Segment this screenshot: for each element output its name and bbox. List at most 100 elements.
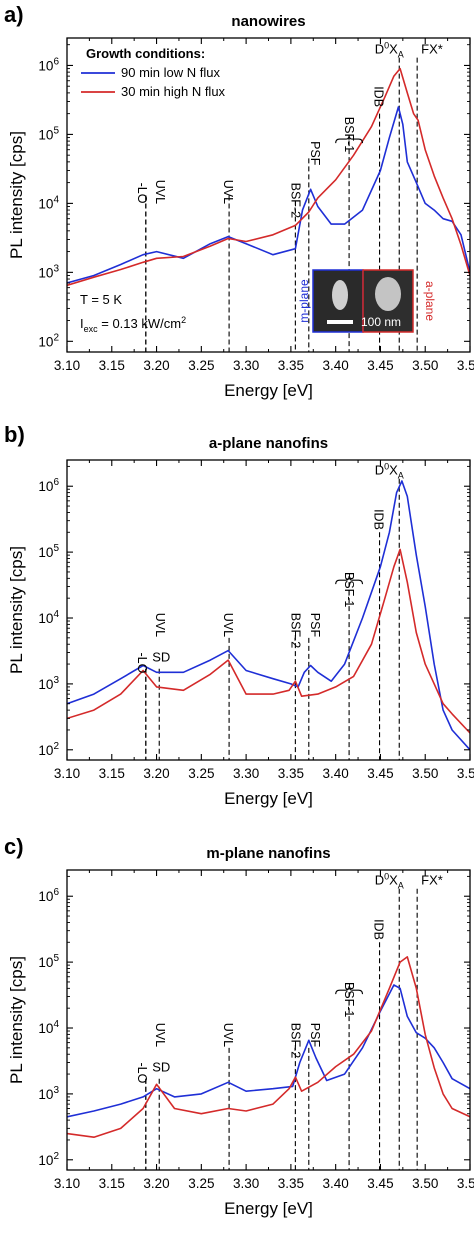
x-tick-label: 3.45 [367,358,393,373]
y-axis-label: PL intensity [cps] [7,956,26,1084]
marker-label: BSF-2 [288,183,302,218]
y-tick-label: 106 [38,887,59,904]
x-tick-label: 3.45 [367,1176,393,1191]
marker-label: BSF-2 [288,1023,302,1058]
x-tick-label: 3.35 [278,766,304,781]
marker-label-d0xa: D0XA [375,462,404,481]
x-tick-label: 3.10 [54,358,80,373]
panel-title: a-plane nanofins [209,435,328,452]
marker-label: IDB [372,919,386,940]
legend-entry: 30 min high N flux [121,84,226,99]
panel-b: b) a-plane nanofins -LO UVL SD UVL BSF-2 PSF BSF… [4,422,474,808]
inset-label-a-plane: a-plane [423,281,437,321]
x-tick-label: 3.40 [323,1176,349,1191]
x-tick-label: 3.15 [99,358,125,373]
y-tick-label: 102 [38,332,59,349]
y-tick-label: 102 [38,1151,59,1168]
y-tick-label: 103 [38,1085,59,1102]
y-tick-label: 104 [38,609,59,626]
x-axis-label: Energy [eV] [224,1199,313,1218]
marker-label-d0xa: D0XA [375,40,404,59]
bsf1-brace [335,135,364,144]
temperature-annotation: T = 5 K [80,292,122,307]
marker-label: -LO [135,1062,149,1083]
y-tick-label: 103 [38,263,59,280]
panel-title: m-plane nanofins [206,845,330,862]
y-tick-label: 103 [38,675,59,692]
x-tick-label: 3.50 [412,766,438,781]
sem-inset: 100 nm m-plane a-plane [297,269,437,333]
panel-c: c) m-plane nanofins -LO UVL SD UVL BSF-2 PSF BSF… [4,834,474,1218]
marker-label: UVL [153,1023,167,1047]
x-tick-label: 3.25 [188,766,214,781]
x-tick-label: 3.55 [457,1176,474,1191]
x-tick-label: 3.30 [233,1176,259,1191]
x-tick-label: 3.25 [188,1176,214,1191]
x-tick-label: 3.20 [143,766,169,781]
x-tick-label: 3.25 [188,358,214,373]
y-tick-label: 102 [38,741,59,758]
marker-label: BSF-1 [342,572,356,607]
x-tick-label: 3.55 [457,358,474,373]
legend-title: Growth conditions: [86,46,205,61]
series-line-blue [67,984,470,1118]
x-tick-label: 3.50 [412,358,438,373]
series-line-blue [67,106,470,284]
x-axis-label: Energy [eV] [224,381,313,400]
y-tick-label: 105 [38,125,59,142]
marker-label: SD [152,649,170,664]
marker-label: PSF [308,613,322,638]
marker-label: FX* [421,41,443,56]
inset-label-m-plane: m-plane [297,279,311,323]
y-axis-label: PL intensity [cps] [7,131,26,259]
x-tick-label: 3.35 [278,358,304,373]
x-tick-label: 3.40 [323,766,349,781]
marker-label: UVL [221,1023,235,1047]
legend-entry: 90 min low N flux [121,65,220,80]
series-line-blue [67,480,470,751]
y-tick-label: 106 [38,477,59,494]
marker-label: BSF-2 [288,613,302,648]
inset-scalebar-label: 100 nm [361,315,401,329]
y-tick-label: 106 [38,56,59,73]
plot-frame [66,459,471,761]
series-line-red [67,548,470,734]
marker-label: IDB [372,86,386,107]
marker-label: UVL [153,613,167,637]
x-tick-label: 3.35 [278,1176,304,1191]
marker-label-d0xa: D0XA [375,872,404,891]
y-tick-label: 104 [38,194,59,211]
x-tick-label: 3.15 [99,766,125,781]
inset-nanowire-m [332,280,348,310]
marker-label: PSF [308,141,322,166]
series-line-red [67,956,470,1138]
marker-label: -LO [135,652,149,673]
y-tick-label: 105 [38,543,59,560]
y-axis-label: PL intensity [cps] [7,546,26,674]
panel-letter: c) [4,834,24,859]
x-tick-label: 3.50 [412,1176,438,1191]
panel-letter: b) [4,422,25,447]
x-tick-label: 3.55 [457,766,474,781]
excitation-annotation: Iexc = 0.13 kW/cm2 [80,315,186,334]
x-tick-label: 3.30 [233,358,259,373]
x-tick-label: 3.20 [143,358,169,373]
marker-label: UVL [153,180,167,204]
panel-letter: a) [4,2,24,27]
x-tick-label: 3.20 [143,1176,169,1191]
marker-label: UVL [221,613,235,637]
y-tick-label: 104 [38,1019,59,1036]
panel-a: a) nanowires -LO UVL UVL BSF-2 PSF BSF-1 IDB D0XA… [4,2,474,400]
marker-label: IDB [372,509,386,530]
marker-label: BSF-1 [342,982,356,1017]
marker-label: FX* [421,873,443,888]
marker-label: BSF-1 [342,117,356,152]
marker-label: -LO [135,183,149,204]
series-line-red [67,67,470,287]
marker-label: PSF [308,1023,322,1048]
marker-label: SD [152,1059,170,1074]
x-axis-label: Energy [eV] [224,789,313,808]
marker-label: UVL [221,180,235,204]
